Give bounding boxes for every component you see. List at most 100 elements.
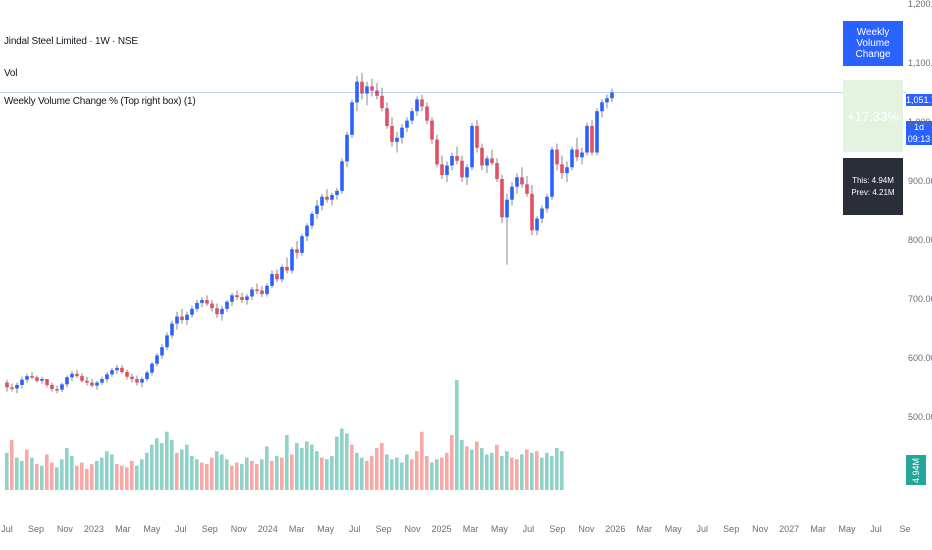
volume-bar bbox=[195, 459, 199, 490]
candle-body bbox=[30, 376, 34, 378]
candle-body bbox=[245, 296, 249, 300]
volume-bar bbox=[25, 449, 29, 490]
volume-bar bbox=[110, 454, 114, 490]
candle-body bbox=[280, 266, 284, 280]
candle-body bbox=[295, 249, 299, 253]
candle-body bbox=[465, 167, 469, 178]
candle-body bbox=[610, 92, 614, 99]
x-tick-label: Sep bbox=[27, 524, 44, 534]
candle-body bbox=[440, 164, 444, 175]
volume-change-value: +17.33% bbox=[843, 80, 903, 152]
volume-bar bbox=[75, 465, 79, 490]
candle-body bbox=[145, 372, 149, 380]
candle-body bbox=[160, 347, 164, 356]
candle-body bbox=[415, 99, 419, 112]
volume-bar bbox=[375, 447, 379, 490]
volume-bar bbox=[435, 459, 439, 490]
candle-body bbox=[250, 289, 254, 297]
volume-bar bbox=[15, 457, 19, 490]
y-tick-label: 1,100.00 bbox=[908, 58, 932, 68]
volume-bar bbox=[70, 456, 74, 490]
candle-body bbox=[215, 308, 219, 315]
candle-body bbox=[300, 236, 304, 253]
volume-bar bbox=[255, 464, 259, 490]
volume-change-detail: This: 4.94M Prev: 4.21M bbox=[843, 158, 903, 215]
candle-body bbox=[470, 125, 474, 168]
y-tick-label: 600.00 bbox=[908, 353, 932, 363]
volume-bar bbox=[395, 457, 399, 490]
volume-bar bbox=[215, 451, 219, 490]
volume-bar bbox=[115, 464, 119, 490]
candle-body bbox=[530, 193, 534, 231]
candle-body bbox=[520, 177, 524, 185]
volume-bar bbox=[410, 459, 414, 490]
candle-body bbox=[100, 379, 104, 383]
x-tick-label: Mar bbox=[288, 524, 305, 534]
candle-body bbox=[85, 380, 89, 383]
volume-bar bbox=[65, 447, 69, 490]
volume-bar bbox=[420, 431, 424, 490]
candle-body bbox=[70, 373, 74, 378]
volume-bar bbox=[540, 457, 544, 490]
x-tick-label: Nov bbox=[404, 524, 421, 534]
candle-body bbox=[310, 213, 314, 226]
volume-bar bbox=[100, 457, 104, 490]
candle-body bbox=[375, 90, 379, 96]
volume-bar bbox=[450, 435, 454, 490]
candle-body bbox=[540, 208, 544, 219]
candle-body bbox=[90, 382, 94, 386]
candle-body bbox=[455, 156, 459, 161]
candle-body bbox=[370, 86, 374, 91]
volume-bar bbox=[415, 451, 419, 490]
volume-bar bbox=[275, 456, 279, 490]
candle-body bbox=[95, 382, 99, 386]
this-week-volume: This: 4.94M bbox=[852, 176, 894, 185]
volume-bar bbox=[5, 452, 9, 490]
last-volume-tag: 4.94M bbox=[906, 455, 926, 485]
volume-bar bbox=[465, 446, 469, 490]
candle-body bbox=[330, 194, 334, 200]
volume-bar bbox=[405, 454, 409, 490]
x-tick-label: May bbox=[317, 524, 335, 534]
x-tick-label: Jul bbox=[175, 524, 187, 534]
candle-body bbox=[125, 371, 129, 377]
candle-body bbox=[535, 218, 539, 231]
volume-bar bbox=[200, 462, 204, 490]
volume-bar bbox=[50, 462, 54, 490]
candle-body bbox=[225, 301, 229, 309]
candle-body bbox=[110, 370, 114, 375]
volume-bar bbox=[190, 456, 194, 490]
candle-body bbox=[585, 125, 589, 153]
volume-bar bbox=[35, 464, 39, 490]
volume-bar bbox=[340, 428, 344, 490]
candle-body bbox=[385, 108, 389, 126]
candle-body bbox=[365, 86, 369, 94]
volume-bar bbox=[440, 457, 444, 490]
x-tick-label: May bbox=[143, 524, 161, 534]
candle-body bbox=[230, 295, 234, 302]
candle-body bbox=[5, 382, 9, 388]
volume-bar bbox=[175, 452, 179, 490]
volume-bar bbox=[335, 436, 339, 490]
volume-bar bbox=[280, 457, 284, 490]
volume-bar bbox=[150, 444, 154, 490]
volume-bar bbox=[455, 380, 459, 490]
x-tick-label: Nov bbox=[578, 524, 595, 534]
candle-body bbox=[555, 149, 559, 165]
x-tick-label: Jul bbox=[696, 524, 708, 534]
candle-body bbox=[240, 297, 244, 300]
volume-bar bbox=[120, 465, 124, 490]
candle-body bbox=[395, 137, 399, 142]
volume-bar bbox=[390, 459, 394, 490]
x-tick-label: Sep bbox=[201, 524, 218, 534]
volume-bar bbox=[290, 454, 294, 490]
volume-bar bbox=[525, 449, 529, 490]
candle-body bbox=[570, 149, 574, 168]
candle-body bbox=[305, 225, 309, 237]
volume-bar bbox=[85, 468, 89, 490]
candle-body bbox=[130, 376, 134, 380]
volume-bar bbox=[10, 439, 14, 490]
candle-body bbox=[605, 98, 609, 103]
candle-body bbox=[325, 196, 329, 200]
